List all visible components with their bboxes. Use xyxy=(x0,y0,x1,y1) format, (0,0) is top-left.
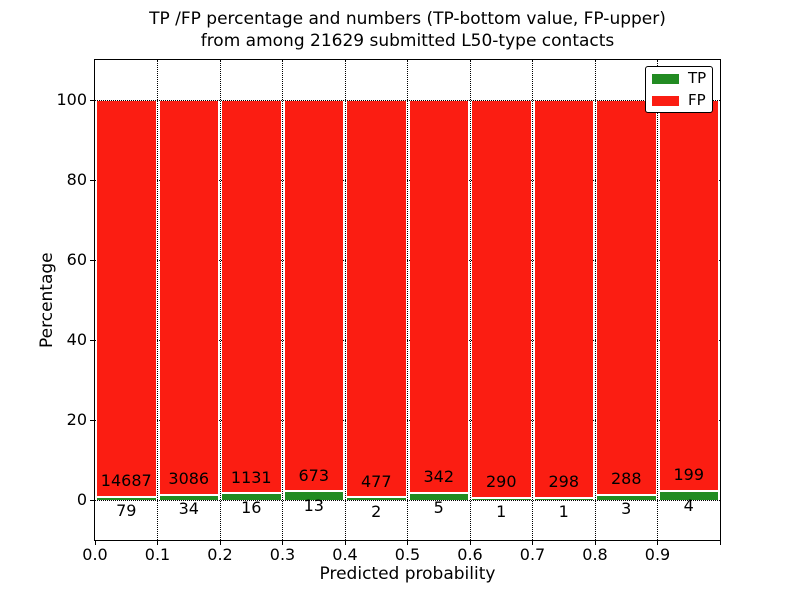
x-tick-label: 0.4 xyxy=(332,545,358,564)
x-tick xyxy=(94,541,96,545)
fp-count-label: 3086 xyxy=(168,468,210,488)
bar-segment-tp xyxy=(534,498,593,500)
bar-segment-fp xyxy=(472,101,531,497)
fp-legend-swatch-icon xyxy=(652,95,679,106)
x-tick-label: 0.6 xyxy=(457,545,483,564)
bar-segment-tp xyxy=(472,498,531,500)
bar-segment-fp xyxy=(222,101,281,493)
fp-count-label: 14687 xyxy=(100,471,152,491)
x-tick xyxy=(657,541,658,545)
y-tick-label: 40 xyxy=(66,330,87,349)
bar-segment-tp xyxy=(284,492,343,500)
x-tick-label: 0.9 xyxy=(644,545,671,564)
y-tick xyxy=(90,339,94,341)
y-axis-label: Percentage xyxy=(37,252,57,348)
grid-line-vertical xyxy=(469,60,471,540)
x-tick xyxy=(344,541,346,545)
grid-line-vertical xyxy=(594,60,596,540)
legend-entry-fp: FP xyxy=(652,93,706,108)
bar-segment-fp xyxy=(347,101,406,497)
y-tick-label: 100 xyxy=(56,90,87,109)
bar-segment-fp xyxy=(159,101,218,494)
bar-segment-fp xyxy=(284,101,343,491)
tp-count-label: 79 xyxy=(116,501,137,521)
x-tick-label: 0.1 xyxy=(144,545,171,564)
y-tick-label: 0 xyxy=(76,490,87,509)
bar-segment-fp xyxy=(409,101,468,493)
tp-legend-swatch-icon xyxy=(652,73,679,84)
y-tick-label: 60 xyxy=(66,250,87,269)
fp-count-label: 298 xyxy=(548,471,580,491)
grid-line-vertical xyxy=(532,60,533,540)
legend: TP FP xyxy=(645,66,713,113)
x-tick-label: 0.2 xyxy=(207,545,233,564)
x-tick-label: 0.3 xyxy=(269,545,296,564)
x-tick xyxy=(282,541,283,545)
x-axis-label: Predicted probability xyxy=(319,564,496,584)
grid-line-vertical xyxy=(344,60,346,540)
x-tick-label: 0.7 xyxy=(519,545,546,564)
bar-segment-fp xyxy=(97,101,156,496)
chart-title: TP /FP percentage and numbers (TP-bottom… xyxy=(95,8,720,52)
tp-count-label: 5 xyxy=(433,497,444,517)
y-tick xyxy=(90,419,94,421)
bar-segment-tp xyxy=(659,492,718,500)
tp-count-label: 16 xyxy=(241,498,262,518)
tp-legend-label: TP xyxy=(688,69,707,87)
bar-segment-tp xyxy=(347,498,406,500)
bar-segment-fp xyxy=(534,101,593,497)
y-tick xyxy=(90,259,94,261)
tp-count-label: 1 xyxy=(496,502,507,522)
legend-entry-tp: TP xyxy=(652,71,706,86)
fp-count-label: 1131 xyxy=(230,467,272,487)
grid-line-vertical xyxy=(282,60,283,540)
y-tick xyxy=(90,499,94,501)
tp-count-label: 4 xyxy=(683,495,694,515)
fp-count-label: 199 xyxy=(673,465,705,485)
plot-area: 14687 79 3086 34 1131 16 673 13 477 2 342 5 290 1 298 1… xyxy=(94,59,721,541)
bar-segment-tp xyxy=(222,494,281,500)
bar-segment-tp xyxy=(159,495,218,500)
tp-count-label: 2 xyxy=(371,501,382,521)
fp-legend-label: FP xyxy=(688,91,706,109)
y-tick-label: 20 xyxy=(66,410,87,429)
x-tick-label: 0.5 xyxy=(394,545,421,564)
fp-count-label: 673 xyxy=(298,465,330,485)
y-tick xyxy=(90,179,94,181)
bar-segment-fp xyxy=(659,101,718,491)
bar-segment-tp xyxy=(597,495,656,500)
chart-title-line2: from among 21629 submitted L50-type cont… xyxy=(200,31,615,51)
x-tick xyxy=(219,541,221,545)
x-tick xyxy=(157,541,158,545)
grid-line-vertical xyxy=(407,60,408,540)
fp-count-label: 477 xyxy=(360,471,392,491)
x-tick xyxy=(469,541,471,545)
x-tick xyxy=(407,541,408,545)
fp-count-label: 290 xyxy=(485,471,517,491)
tp-count-label: 13 xyxy=(303,496,324,516)
fp-count-label: 288 xyxy=(610,469,642,489)
bar-segment-tp xyxy=(97,497,156,500)
tp-count-label: 1 xyxy=(558,502,569,522)
grid-line-vertical xyxy=(219,60,221,540)
y-tick xyxy=(90,99,94,101)
x-tick xyxy=(594,541,596,545)
tp-count-label: 3 xyxy=(621,499,632,519)
bar-segment-fp xyxy=(597,101,656,494)
y-tick-label: 80 xyxy=(66,170,87,189)
x-tick-label: 0.0 xyxy=(82,545,108,564)
x-tick-label: 0.8 xyxy=(582,545,608,564)
grid-line-vertical xyxy=(157,60,158,540)
tp-count-label: 34 xyxy=(178,499,199,519)
chart-title-line1: TP /FP percentage and numbers (TP-bottom… xyxy=(149,9,666,29)
x-tick xyxy=(719,541,721,545)
x-tick xyxy=(532,541,533,545)
bar-segment-tp xyxy=(409,494,468,500)
fp-count-label: 342 xyxy=(423,467,455,487)
grid-line-vertical xyxy=(657,60,658,540)
